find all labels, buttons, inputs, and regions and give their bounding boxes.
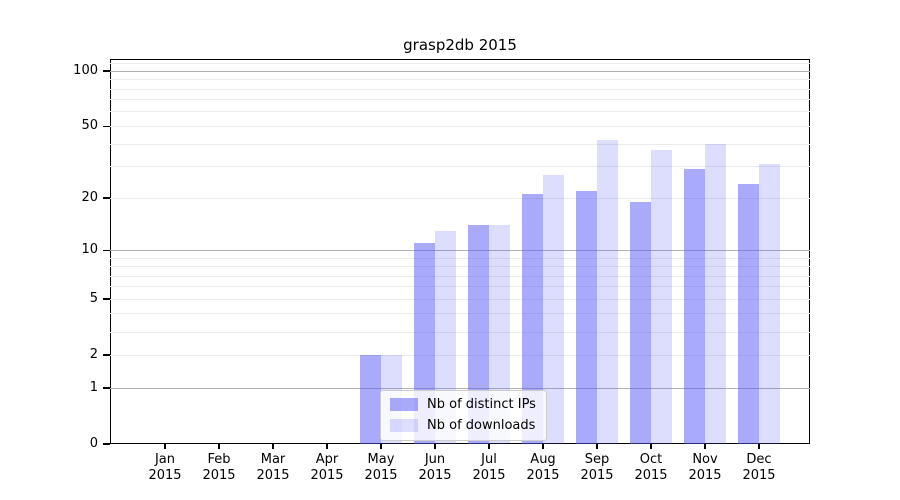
legend-item-distinct-ips: Nb of distinct IPs (390, 397, 536, 412)
y-tick-mark-50 (103, 125, 110, 128)
y-tick-mark-10 (103, 249, 110, 252)
y-tick-label-1: 1 (89, 380, 98, 395)
bar-distinct-ips-may (360, 355, 381, 444)
bar-downloads-jul (489, 225, 510, 444)
y-tick-mark-0 (103, 443, 110, 445)
plot-area (110, 59, 810, 444)
x-tick-mark-aug (542, 444, 544, 449)
gridline-minor-8 (110, 266, 810, 267)
x-tick-label-apr: Apr 2015 (310, 452, 344, 483)
gridline-minor-50 (110, 125, 810, 127)
x-tick-label-nov: Nov 2015 (688, 452, 722, 483)
y-tick-mark-1 (103, 387, 110, 389)
x-tick-label-sep: Sep 2015 (580, 452, 614, 483)
gridline-minor-6 (110, 286, 810, 288)
bar-distinct-ips-dec (738, 183, 759, 444)
y-tick-mark-20 (103, 197, 110, 199)
x-tick-label-jun: Jun 2015 (418, 452, 452, 483)
y-tick-label-100: 100 (73, 63, 98, 79)
gridline-minor-9 (110, 257, 810, 259)
gridline-minor-3 (110, 331, 810, 333)
gridline-minor-70 (110, 99, 810, 101)
y-tick-label-20: 20 (81, 190, 98, 206)
x-tick-mark-jun (434, 444, 436, 449)
x-tick-mark-mar (272, 444, 274, 449)
y-tick-label-10: 10 (81, 242, 98, 258)
gridline-minor-60 (110, 111, 810, 113)
gridline-minor-110 (110, 63, 810, 65)
gridline-minor-5 (110, 298, 810, 300)
x-tick-mark-dec (758, 444, 760, 449)
x-tick-mark-jul (488, 444, 490, 449)
x-tick-label-may: May 2015 (364, 452, 398, 483)
gridline-major-10 (110, 249, 810, 251)
gridline-major-100 (110, 70, 810, 72)
y-tick-mark-2 (103, 354, 110, 357)
bar-downloads-sep (597, 140, 618, 444)
bar-downloads-aug (543, 174, 564, 444)
gridline-minor-7 (110, 275, 810, 277)
legend-swatch-distinct-ips (390, 398, 418, 411)
legend-label-downloads: Nb of downloads (427, 418, 536, 433)
gridline-major-1 (110, 387, 810, 389)
y-tick-mark-100 (103, 70, 110, 72)
gridline-minor-2 (110, 354, 810, 356)
bar-distinct-ips-aug (522, 194, 543, 444)
legend-label-distinct-ips: Nb of distinct IPs (427, 397, 536, 412)
gridline-minor-4 (110, 313, 810, 315)
x-tick-mark-jan (164, 444, 166, 449)
gridline-minor-90 (110, 79, 810, 81)
bar-distinct-ips-sep (576, 190, 597, 444)
x-tick-label-dec: Dec 2015 (742, 452, 776, 483)
x-tick-mark-oct (650, 444, 652, 449)
legend-item-downloads: Nb of downloads (390, 418, 536, 433)
bar-downloads-dec (759, 164, 780, 444)
y-tick-label-0: 0 (89, 436, 98, 451)
y-tick-mark-5 (103, 298, 110, 301)
legend: Nb of distinct IPs Nb of downloads (380, 390, 547, 441)
x-tick-mark-may (380, 444, 382, 449)
x-tick-label-jul: Jul 2015 (472, 452, 506, 483)
bar-downloads-nov (705, 144, 726, 444)
x-tick-label-oct: Oct 2015 (634, 452, 668, 483)
x-tick-mark-nov (704, 444, 706, 449)
bar-distinct-ips-jul (468, 225, 489, 444)
x-tick-mark-apr (326, 444, 328, 449)
gridline-minor-40 (110, 143, 810, 145)
bar-distinct-ips-nov (684, 169, 705, 444)
y-tick-label-2: 2 (89, 347, 98, 363)
gridline-minor-80 (110, 88, 810, 90)
y-tick-label-50: 50 (81, 118, 98, 134)
x-tick-mark-sep (596, 444, 598, 449)
y-tick-label-5: 5 (89, 291, 98, 307)
bar-distinct-ips-oct (630, 202, 651, 444)
bar-downloads-oct (651, 150, 672, 444)
x-tick-label-feb: Feb 2015 (202, 452, 236, 483)
legend-swatch-downloads (390, 419, 418, 432)
x-tick-mark-feb (218, 444, 220, 449)
x-tick-label-mar: Mar 2015 (256, 452, 290, 483)
x-tick-label-jan: Jan 2015 (148, 452, 182, 483)
gridline-minor-20 (110, 197, 810, 199)
chart-title: grasp2db 2015 (403, 36, 517, 54)
gridline-minor-30 (110, 166, 810, 168)
x-tick-label-aug: Aug 2015 (526, 452, 560, 483)
